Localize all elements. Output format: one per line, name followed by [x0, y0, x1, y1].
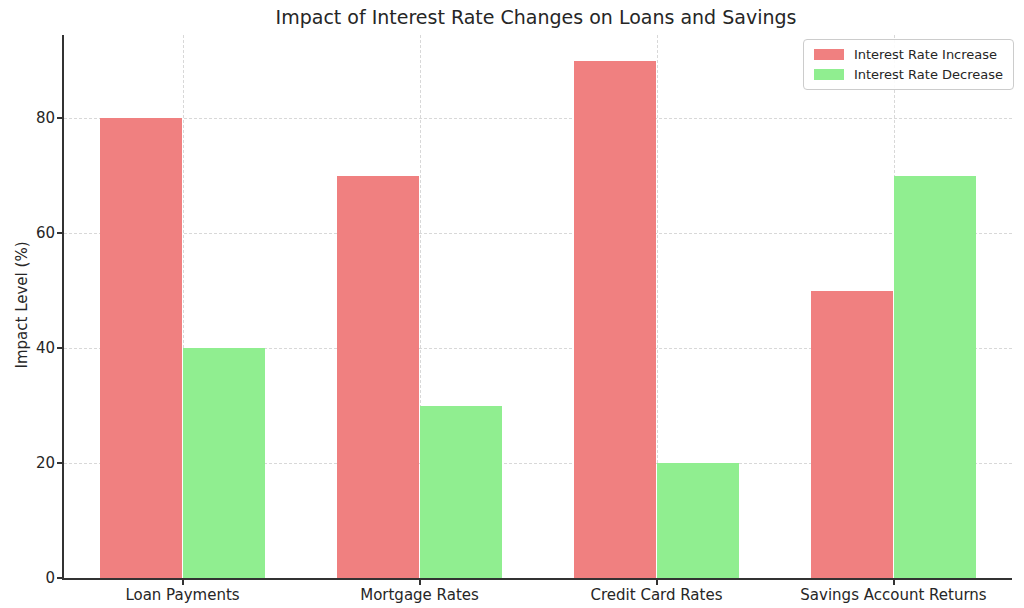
x-tick-mark — [893, 580, 895, 585]
y-tick-label: 40 — [36, 339, 55, 357]
bar-decrease — [183, 348, 266, 578]
figure: Impact of Interest Rate Changes on Loans… — [0, 0, 1024, 608]
y-tick-label: 20 — [36, 454, 55, 472]
bar-increase — [100, 118, 183, 578]
h-gridline — [64, 118, 1012, 119]
x-tick-label: Savings Account Returns — [800, 586, 986, 604]
legend-swatch-decrease-icon — [814, 69, 844, 80]
bar-decrease — [657, 463, 740, 578]
y-tick-mark — [57, 462, 62, 464]
bar-decrease — [894, 176, 977, 578]
bar-increase — [337, 176, 420, 578]
x-tick-label: Credit Card Rates — [591, 586, 723, 604]
legend-label-decrease: Interest Rate Decrease — [854, 67, 1003, 82]
y-tick-mark — [57, 577, 62, 579]
y-tick-mark — [57, 117, 62, 119]
chart-title: Impact of Interest Rate Changes on Loans… — [62, 6, 1010, 28]
legend: Interest Rate Increase Interest Rate Dec… — [803, 39, 1014, 90]
legend-item-decrease: Interest Rate Decrease — [814, 67, 1003, 82]
h-gridline — [64, 233, 1012, 234]
legend-swatch-increase-icon — [814, 49, 844, 60]
bar-increase — [574, 61, 657, 578]
y-tick-label: 80 — [36, 109, 55, 127]
x-tick-label: Loan Payments — [125, 586, 239, 604]
x-tick-mark — [419, 580, 421, 585]
legend-label-increase: Interest Rate Increase — [854, 47, 997, 62]
x-tick-mark — [182, 580, 184, 585]
y-tick-label: 60 — [36, 224, 55, 242]
bar-increase — [811, 291, 894, 578]
y-tick-mark — [57, 347, 62, 349]
plot-area: 020406080Loan PaymentsMortgage RatesCred… — [62, 35, 1012, 580]
y-tick-label: 0 — [45, 569, 55, 587]
legend-item-increase: Interest Rate Increase — [814, 47, 1003, 62]
y-tick-mark — [57, 232, 62, 234]
y-axis-label: Impact Level (%) — [13, 225, 31, 385]
bar-decrease — [420, 406, 503, 578]
x-tick-mark — [656, 580, 658, 585]
x-tick-label: Mortgage Rates — [360, 586, 479, 604]
